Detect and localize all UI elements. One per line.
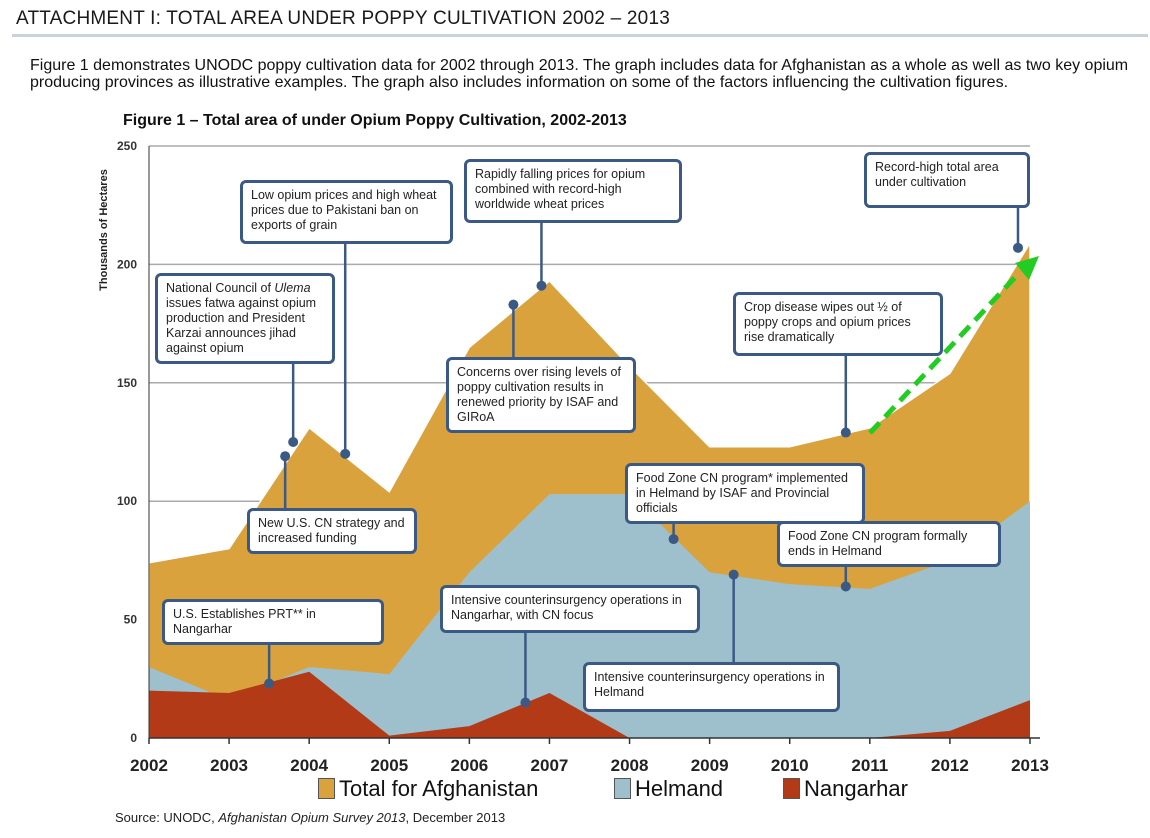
- y-tick-label-50: 50: [124, 613, 138, 627]
- annotation-callout-4: Record-high total area under cultivation: [864, 152, 1030, 208]
- annotation-callout-10: U.S. Establishes PRT** in Nangarhar: [162, 599, 384, 645]
- trend-arrow-head: [1015, 256, 1039, 280]
- y-tick-label-0: 0: [130, 731, 137, 745]
- title-divider: [12, 34, 1148, 37]
- annotation-callout-8: Food Zone CN program* implemented in Hel…: [625, 463, 865, 524]
- legend-item-nangarhar: Nangarhar: [783, 776, 908, 802]
- annotation-callout-7: New U.S. CN strategy and increased fundi…: [247, 508, 417, 554]
- source-note: Source: UNODC, Afghanistan Opium Survey …: [115, 810, 505, 825]
- annotation-callout-5: Crop disease wipes out ½ of poppy crops …: [733, 292, 943, 356]
- annotation-leaders: [264, 208, 1023, 708]
- legend-item-helmand: Helmand: [614, 776, 723, 802]
- intro-paragraph: Figure 1 demonstrates UNODC poppy cultiv…: [30, 57, 1129, 91]
- x-tick-label-2009: 2009: [691, 756, 729, 775]
- annotation-dot-1: [288, 437, 299, 447]
- legend-label-total: Total for Afghanistan: [339, 776, 539, 801]
- nangarhar-area: [149, 671, 1030, 738]
- y-tick-label-150: 150: [117, 376, 137, 390]
- x-tick-label-2008: 2008: [611, 756, 649, 775]
- x-tick-label-2005: 2005: [370, 756, 408, 775]
- y-tick-label-100: 100: [117, 494, 137, 508]
- source-title: Afghanistan Opium Survey 2013: [218, 810, 406, 825]
- source-suffix: , December 2013: [405, 810, 506, 825]
- legend-item-total: Total for Afghanistan: [318, 776, 538, 802]
- x-tick-label-2011: 2011: [851, 756, 888, 775]
- x-tick-label-2004: 2004: [290, 756, 328, 775]
- annotation-dot-11: [520, 697, 531, 708]
- legend-label-helmand: Helmand: [635, 776, 724, 801]
- trend-arrow-line: [868, 270, 1022, 435]
- annotation-callout-3: Rapidly falling prices for opium combine…: [464, 159, 682, 223]
- page-title: ATTACHMENT I: TOTAL AREA UNDER POPPY CUL…: [16, 8, 670, 29]
- source-prefix: Source: UNODC,: [115, 810, 219, 825]
- annotation-dot-6: [508, 299, 519, 310]
- annotation-dot-8: [668, 534, 679, 545]
- chart-axes: 2002 2003 2004 2005 2006 2007 2008 2009 2010 2011…: [130, 146, 1049, 775]
- y-axis-label: Thousands of Hectares: [98, 169, 110, 291]
- annotation-dot-12: [728, 569, 739, 580]
- annotation-callout-12: Intensive counterinsurgency operations i…: [583, 662, 840, 712]
- y-tick-label-250: 250: [117, 139, 137, 153]
- legend-swatch-total: [318, 778, 335, 799]
- annotation-dot-2: [340, 448, 351, 459]
- x-tick-label-2003: 2003: [210, 756, 248, 775]
- x-tick-label-2006: 2006: [450, 756, 488, 775]
- annotation-callout-6: Concerns over rising levels of poppy cul…: [446, 357, 636, 433]
- x-tick-label-2013: 2013: [1011, 756, 1049, 775]
- annotation-callout-1: National Council of Ulema issues fatwa a…: [155, 273, 335, 364]
- trend-arrow: [868, 256, 1039, 435]
- legend-swatch-nangarhar: [783, 778, 800, 799]
- y-tick-label-200: 200: [117, 257, 137, 271]
- figure-title: Figure 1 – Total area of under Opium Pop…: [123, 112, 627, 129]
- legend-swatch-helmand: [614, 778, 631, 799]
- x-tick-label-2012: 2012: [931, 756, 969, 775]
- annotation-dot-3: [536, 280, 547, 291]
- legend-label-nangarhar: Nangarhar: [804, 776, 908, 801]
- x-tick-label-2002: 2002: [130, 756, 168, 775]
- x-tick-label-2007: 2007: [531, 756, 569, 775]
- annotation-callout-11: Intensive counterinsurgency operations i…: [440, 585, 700, 633]
- annotation-callout-2: Low opium prices and high wheat prices d…: [240, 180, 453, 244]
- annotation-dot-5: [840, 427, 851, 438]
- annotation-dot-7: [280, 451, 291, 462]
- annotation-dot-9: [840, 581, 851, 592]
- annotation-dot-4: [1012, 242, 1023, 253]
- annotation-callout-9: Food Zone CN program formally ends in He…: [777, 521, 1001, 567]
- x-tick-label-2010: 2010: [771, 756, 809, 775]
- annotation-dot-10: [264, 678, 275, 689]
